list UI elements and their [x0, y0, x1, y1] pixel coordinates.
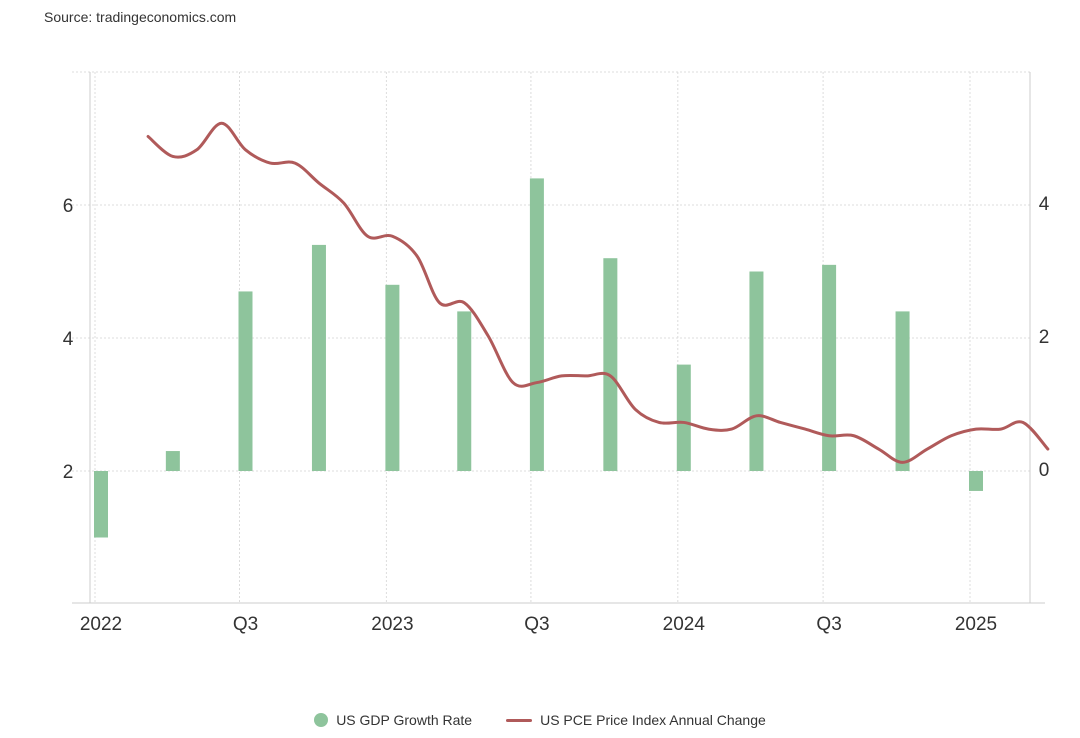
gdp-bar [603, 258, 618, 471]
right-axis-tick-label: 2 [1039, 327, 1050, 348]
gdp-bar [529, 178, 544, 471]
x-axis-tick-label: Q3 [816, 614, 841, 635]
gdp-bar [94, 471, 108, 538]
legend-item-pce[interactable]: US PCE Price Index Annual Change [506, 712, 766, 728]
pce-line [146, 121, 1050, 464]
left-axis-tick-label: 4 [63, 329, 74, 350]
gdp-bar [676, 364, 691, 471]
left-axis-tick-label: 6 [63, 196, 74, 217]
x-axis-tick-label: 2025 [955, 614, 997, 635]
right-axis-tick-label: 4 [1039, 194, 1050, 215]
gdp-bar [238, 291, 253, 471]
legend-line-swatch-icon [506, 718, 533, 722]
right-axis-tick-label: 0 [1039, 460, 1050, 481]
left-axis-tick-label: 2 [63, 462, 74, 483]
x-axis-tick-label: Q3 [524, 614, 549, 635]
x-axis-tick-label: 2024 [663, 614, 706, 635]
source-label: Source: tradingeconomics.com [44, 9, 237, 25]
legend-bar-swatch-icon [314, 713, 329, 727]
gdp-bar [385, 284, 400, 471]
gdp-bar [969, 471, 983, 491]
x-axis-tick-label: 2022 [80, 614, 122, 635]
x-axis-tick-label: Q3 [233, 614, 258, 635]
legend-label-gdp: US GDP Growth Rate [336, 712, 473, 728]
gdp-bar [457, 311, 472, 471]
x-axis-tick-label: 2023 [371, 614, 413, 635]
gdp-bar [311, 244, 326, 471]
legend: US GDP Growth Rate US PCE Price Index An… [0, 712, 1080, 728]
gdp-bar [822, 264, 837, 471]
gdp-bar [749, 271, 764, 471]
gdp-bar [895, 311, 910, 471]
legend-item-gdp[interactable]: US GDP Growth Rate [314, 712, 472, 728]
legend-label-pce: US PCE Price Index Annual Change [540, 712, 766, 728]
chart-canvas: 2 4 6 0 2 4 2022 Q3 2023 Q3 2024 Q3 2025 [63, 71, 1050, 635]
gdp-bar [165, 451, 180, 471]
